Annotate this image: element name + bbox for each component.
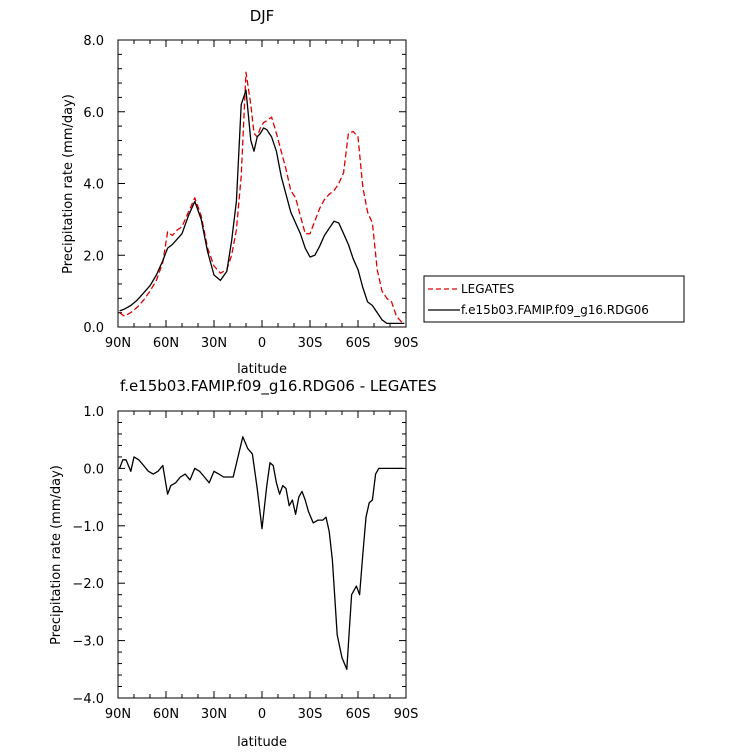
y-tick-label: 0.0 xyxy=(83,321,104,336)
x-axis-label: latitude xyxy=(237,735,287,750)
series-layer xyxy=(119,71,405,325)
top-panel: DJF 90N 60N 30N 0 30S 60S 90S 0.0 2.0 4.0 6.0 8.0 l… xyxy=(61,7,418,377)
y-tick-label: −3.0 xyxy=(72,635,104,650)
series-line-1 xyxy=(119,89,405,325)
x-tick-label: 0 xyxy=(258,707,266,722)
series-line-0 xyxy=(118,436,403,670)
bottom-panel: f.e15b03.FAMIP.f09_g16.RDG06 - LEGATES 9… xyxy=(49,377,437,750)
x-tick-label: 60N xyxy=(153,336,179,351)
x-tick-label: 30N xyxy=(201,336,227,351)
y-tick-label: 0.0 xyxy=(83,462,104,477)
y-tick-label: 6.0 xyxy=(83,106,104,121)
x-tick-label: 0 xyxy=(258,336,266,351)
y-tick-label: −1.0 xyxy=(72,520,104,535)
legend-label-legates: LEGATES xyxy=(461,282,514,296)
x-axis-label: latitude xyxy=(237,362,287,377)
x-tick-label: 60S xyxy=(346,336,371,351)
x-tick-label: 30N xyxy=(201,707,227,722)
chart-title: f.e15b03.FAMIP.f09_g16.RDG06 - LEGATES xyxy=(120,377,437,396)
legend-box xyxy=(423,275,685,323)
y-tick-label: 8.0 xyxy=(83,34,104,49)
x-tick-label: 60N xyxy=(153,707,179,722)
y-axis-label: Precipitation rate (mm/day) xyxy=(61,94,76,274)
x-tick-label: 60S xyxy=(346,707,371,722)
x-tick-label: 90N xyxy=(105,707,131,722)
axis-ticks: 90N 60N 30N 0 30S 60S 90S −4.0 −3.0 −2.0 −1.0 0.0 1.… xyxy=(72,405,418,722)
legend: LEGATES f.e15b03.FAMIP.f09_g16.RDG06 xyxy=(423,275,685,323)
y-tick-label: 4.0 xyxy=(83,178,104,193)
y-tick-label: −2.0 xyxy=(72,577,104,592)
x-tick-label: 90S xyxy=(394,336,419,351)
axis-ticks: 90N 60N 30N 0 30S 60S 90S 0.0 2.0 4.0 6.0 8.0 xyxy=(83,34,418,351)
y-tick-label: 1.0 xyxy=(83,405,104,420)
series-layer xyxy=(118,436,403,670)
chart-title: DJF xyxy=(250,7,275,25)
x-tick-label: 30S xyxy=(298,707,323,722)
y-axis-label: Precipitation rate (mm/day) xyxy=(49,465,64,645)
x-tick-label: 90S xyxy=(394,707,419,722)
y-tick-label: 2.0 xyxy=(83,249,104,264)
series-line-0 xyxy=(119,71,405,324)
x-tick-label: 30S xyxy=(298,336,323,351)
y-tick-label: −4.0 xyxy=(72,692,104,707)
legend-label-model: f.e15b03.FAMIP.f09_g16.RDG06 xyxy=(461,303,649,317)
x-tick-label: 90N xyxy=(105,336,131,351)
